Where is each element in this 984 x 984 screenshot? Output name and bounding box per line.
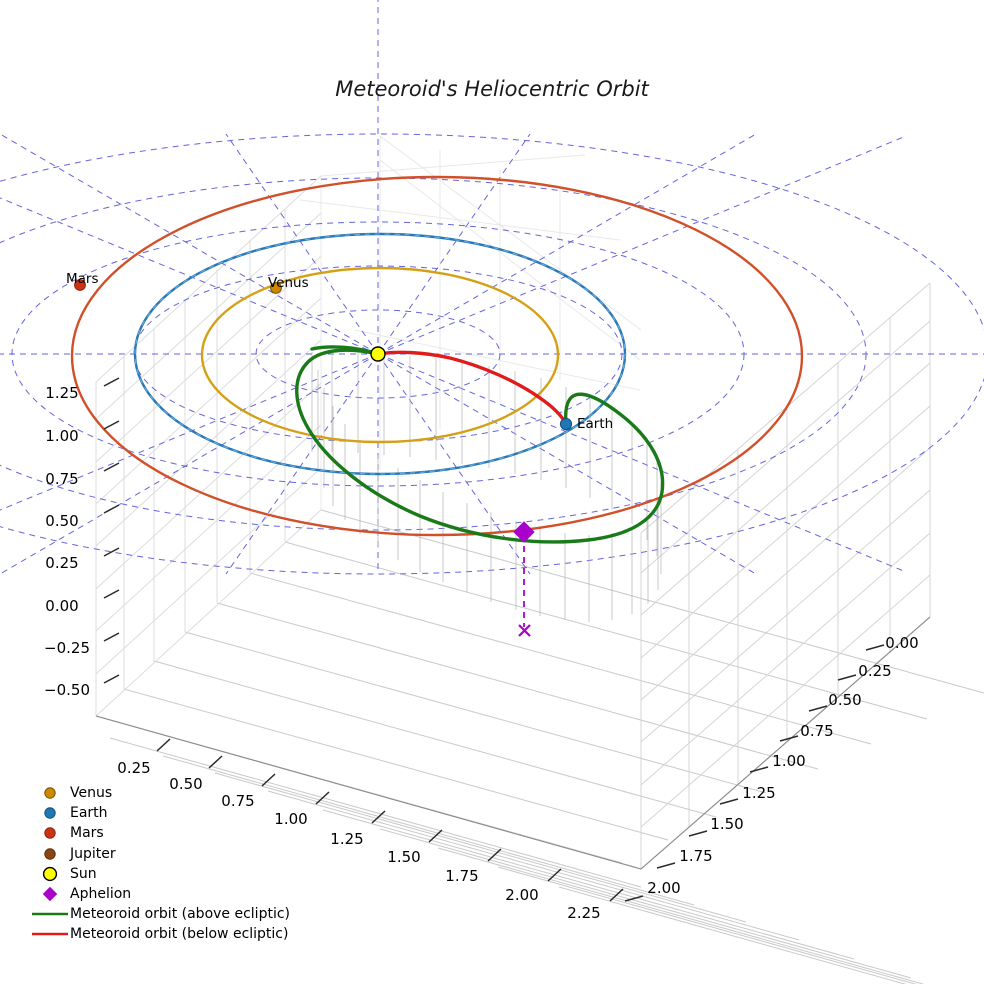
y-tick-label: 1.00	[772, 752, 806, 770]
z-tick-label: 0.50	[45, 512, 79, 530]
y-tick-label: 2.00	[647, 879, 681, 897]
legend-line-swatch	[30, 904, 70, 924]
x-tick-label: 2.00	[505, 886, 539, 904]
y-axis-ticks	[624, 644, 885, 902]
y-tick-label: 0.00	[885, 634, 919, 652]
page-title: Meteoroid's Heliocentric Orbit	[335, 77, 649, 101]
meteoroid-orbit-above-ecliptic	[295, 348, 665, 544]
legend-item[interactable]: Meteoroid orbit (above ecliptic)	[30, 904, 292, 924]
legend-item[interactable]: Mars	[30, 823, 292, 843]
legend-circle-marker	[30, 783, 70, 803]
y-tick-label: 0.25	[858, 662, 892, 680]
legend-circle-marker	[30, 823, 70, 843]
z-tick-label: 0.00	[45, 597, 79, 615]
y-tick-label: 1.75	[679, 847, 713, 865]
legend-item[interactable]: Earth	[30, 803, 292, 823]
legend-item[interactable]: Meteoroid orbit (below ecliptic)	[30, 924, 292, 944]
legend-item-label: Jupiter	[70, 845, 116, 862]
right-wall-grid	[640, 282, 931, 870]
legend-circle-marker	[30, 864, 70, 884]
legend: Venus Earth Mars Jupiter Sun Aphelion Meteoroi…	[30, 783, 292, 945]
sun-marker	[370, 346, 386, 362]
legend-diamond-marker	[30, 884, 70, 904]
y-tick-label: 1.25	[742, 784, 776, 802]
y-tick-label: 1.50	[710, 815, 744, 833]
x-tick-label: 0.50	[169, 775, 203, 793]
legend-item[interactable]: Venus	[30, 783, 292, 803]
legend-circle-marker	[30, 844, 70, 864]
legend-circle-marker	[30, 803, 70, 823]
legend-item-label: Venus	[70, 785, 113, 802]
legend-item-label: Sun	[70, 865, 97, 882]
x-tick-label: 1.00	[274, 810, 308, 828]
legend-item-label: Meteoroid orbit (above ecliptic)	[70, 906, 290, 923]
legend-line-swatch	[30, 924, 70, 944]
aphelion-marker	[513, 521, 535, 543]
x-tick-label: 1.50	[387, 848, 421, 866]
x-tick-label: 1.25	[330, 830, 364, 848]
left-wall-grid	[95, 175, 322, 717]
y-tick-label: 0.75	[800, 722, 834, 740]
meteoroid-orbit-below-ecliptic	[376, 350, 568, 426]
venus-orbit	[200, 266, 560, 444]
legend-item-label: Meteoroid orbit (below ecliptic)	[70, 926, 289, 943]
x-tick-label: 1.75	[445, 867, 479, 885]
z-tick-label: −0.50	[44, 681, 90, 699]
legend-item-label: Aphelion	[70, 886, 132, 903]
mars-orbit	[70, 175, 804, 537]
z-tick-label: 1.25	[45, 384, 79, 402]
legend-item-label: Mars	[70, 825, 104, 842]
x-tick-label: 2.25	[567, 904, 601, 922]
z-tick-label: 1.00	[45, 427, 79, 445]
y-tick-label: 0.50	[828, 691, 862, 709]
legend-item-label: Earth	[70, 805, 108, 822]
x-tick-label: 0.75	[221, 792, 255, 810]
x-axis-ticks	[156, 738, 624, 902]
z-axis-ticks	[103, 377, 120, 684]
x-tick-label: 0.25	[117, 759, 151, 777]
aphelion-ground-cross-icon	[518, 624, 531, 637]
z-tick-label: −0.25	[44, 639, 90, 657]
earth-orbit-dash-overlay	[134, 233, 626, 475]
earth-marker	[559, 417, 573, 431]
legend-item[interactable]: Sun	[30, 864, 292, 884]
floor-pane-grid	[95, 509, 984, 984]
axis-spines	[95, 616, 931, 870]
point-label-mars: Mars	[66, 271, 99, 287]
z-tick-label: 0.75	[45, 470, 79, 488]
venus-marker	[270, 282, 282, 294]
mars-marker	[74, 279, 86, 291]
legend-item[interactable]: Aphelion	[30, 884, 292, 904]
point-label-earth: Earth	[577, 416, 614, 432]
z-tick-label: 0.25	[45, 554, 79, 572]
legend-item[interactable]: Jupiter	[30, 844, 292, 864]
point-label-venus: Venus	[268, 275, 309, 291]
